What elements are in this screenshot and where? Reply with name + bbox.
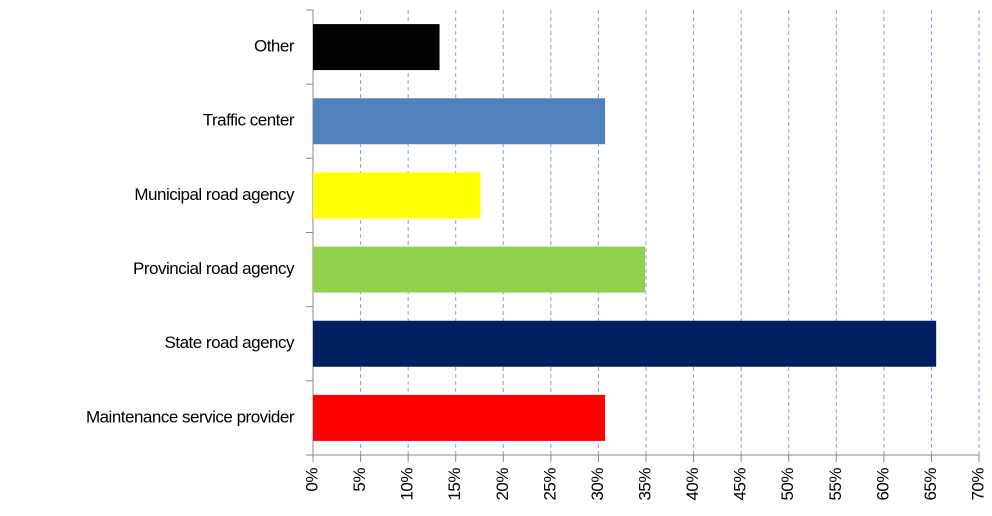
y-tick-label: Provincial road agency (133, 259, 295, 278)
x-tick-label: 10% (398, 468, 417, 501)
bar (313, 98, 606, 145)
bar (313, 320, 937, 367)
x-tick-label: 55% (826, 468, 845, 501)
bar (313, 24, 440, 71)
bar (313, 246, 646, 293)
x-tick-label: 50% (778, 468, 797, 501)
x-tick-label: 45% (731, 468, 750, 501)
y-tick-label: State road agency (165, 333, 295, 352)
x-tick-label: 60% (873, 468, 892, 501)
x-tick-label: 20% (493, 468, 512, 501)
x-tick-label: 35% (635, 468, 654, 501)
y-tick-label: Maintenance service provider (86, 407, 295, 426)
x-tick-label: 40% (683, 468, 702, 501)
bar (313, 394, 606, 441)
x-tick-label: 30% (588, 468, 607, 501)
y-tick-label: Traffic center (203, 111, 295, 130)
bar (313, 172, 481, 219)
y-tick-label: Municipal road agency (134, 185, 295, 204)
x-tick-label: 65% (921, 468, 940, 501)
x-tick-label: 25% (540, 468, 559, 501)
x-tick-label: 70% (968, 468, 987, 501)
x-tick-label: 15% (445, 468, 464, 501)
x-tick-label: 0% (302, 468, 321, 492)
y-tick-label: Other (254, 37, 295, 56)
x-tick-label: 5% (350, 468, 369, 492)
